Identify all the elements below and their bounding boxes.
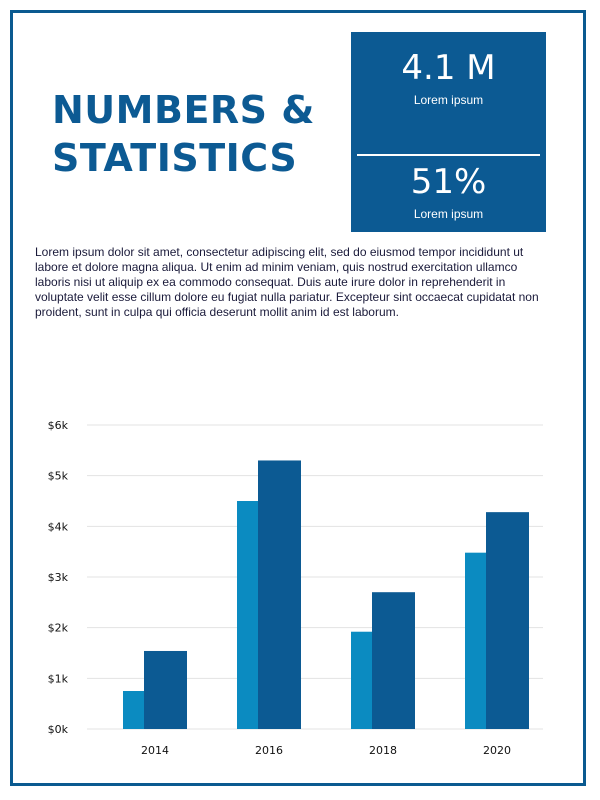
bar-2020-series-2 (486, 512, 529, 729)
stat-value-2: 51% (410, 162, 487, 202)
page-border (10, 10, 586, 786)
body-paragraph: Lorem ipsum dolor sit amet, consectetur … (35, 245, 539, 319)
y-tick-label: $0k (48, 723, 69, 736)
bar-2016-series-1 (237, 501, 258, 729)
y-tick-label: $2k (48, 622, 69, 635)
stat-block-1: 4.1 M Lorem ipsum (351, 48, 546, 108)
stat-label-1: Lorem ipsum (413, 93, 484, 107)
x-tick-label: 2014 (141, 744, 169, 757)
y-tick-label: $1k (48, 672, 69, 685)
x-tick-label: 2018 (369, 744, 397, 757)
title-line-1: NUMBERS & (52, 88, 315, 132)
bar-2014-series-1 (123, 691, 144, 729)
bar-2020-series-1 (465, 552, 486, 729)
stat-block-2: 51% Lorem ipsum (351, 162, 546, 222)
x-tick-label: 2016 (255, 744, 283, 757)
y-tick-label: $3k (48, 571, 69, 584)
stat-value-1: 4.1 M (401, 48, 496, 88)
title-line-2: STATISTICS (52, 136, 298, 180)
x-tick-label: 2020 (483, 744, 511, 757)
bar-2014-series-2 (144, 650, 187, 729)
page-title: NUMBERS & STATISTICS (52, 86, 315, 182)
bar-chart: $0k $1k $2k $3k $4k $5k $6k 2014 2016 2018 2020 (48, 419, 543, 757)
stats-panel: 4.1 M Lorem ipsum 51% Lorem ipsum (351, 32, 546, 232)
stat-label-2: Lorem ipsum (413, 207, 484, 221)
y-tick-label: $5k (48, 470, 69, 483)
bar-2016-series-2 (258, 460, 301, 729)
y-tick-label: $4k (48, 520, 69, 533)
bar-2018-series-2 (372, 592, 415, 729)
bar-2018-series-1 (351, 631, 372, 729)
y-tick-label: $6k (48, 419, 69, 432)
stat-divider (357, 154, 540, 156)
